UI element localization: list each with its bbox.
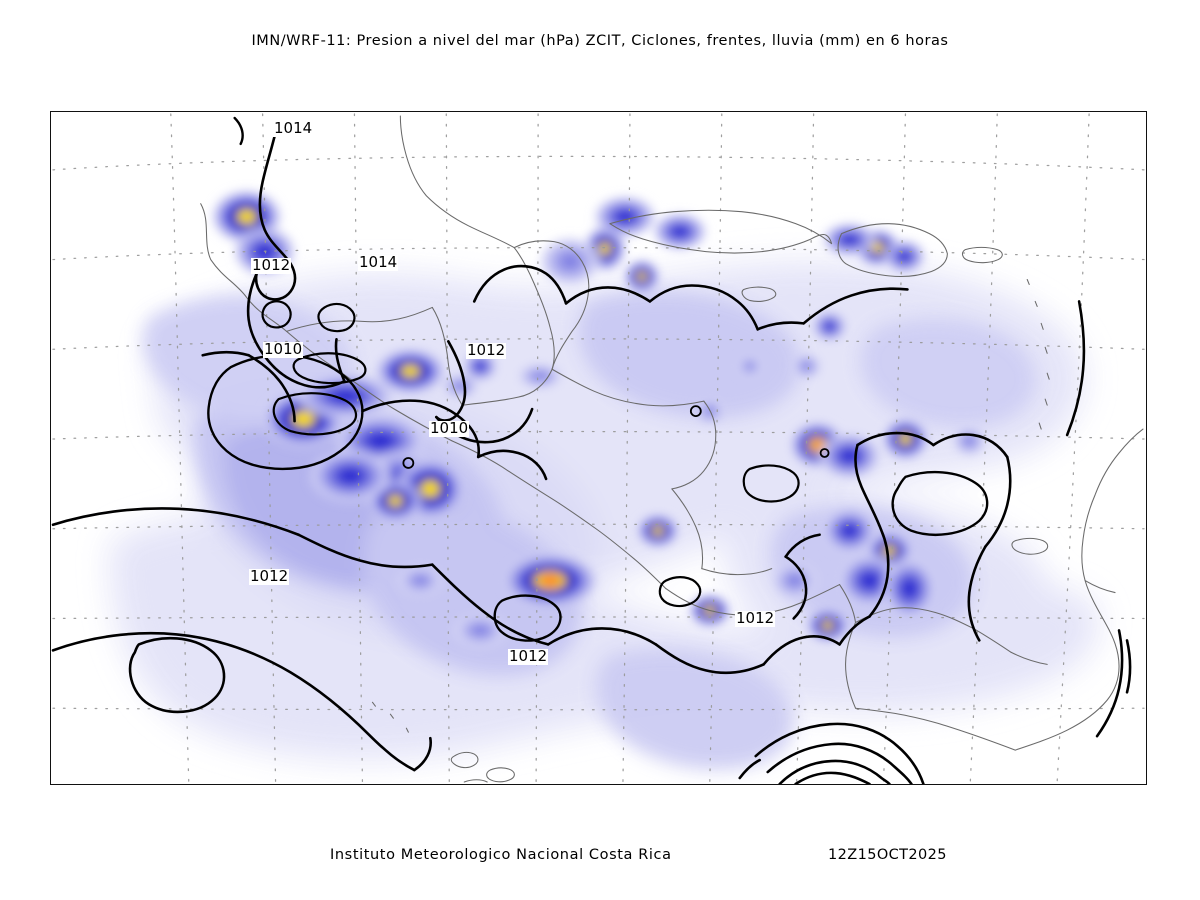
map-panel: 1014 1012 1014 1012 1010 1010 1012 1012 … — [50, 111, 1147, 785]
contour-label-1010-a: 1010 — [263, 340, 304, 358]
chart-title: IMN/WRF-11: Presion a nivel del mar (hPa… — [251, 33, 949, 49]
cyclone-symbols — [402, 405, 830, 469]
contour-label-1012-b: 1012 — [466, 341, 507, 359]
contour-label-1012-c: 1012 — [249, 567, 290, 585]
map-graphic — [51, 112, 1146, 784]
contour-label-1012-d: 1012 — [508, 647, 549, 665]
coastlines — [200, 115, 1144, 783]
contour-label-1014-a: 1014 — [273, 119, 314, 137]
footer-timestamp: 12Z15OCT2025 — [828, 847, 947, 863]
contour-label-1012-e: 1012 — [735, 609, 776, 627]
contour-label-1012-a: 1012 — [251, 256, 292, 274]
contour-label-1014-b: 1014 — [358, 253, 399, 271]
footer-institute: Instituto Meteorologico Nacional Costa R… — [330, 847, 672, 863]
contour-label-1010-b: 1010 — [429, 419, 470, 437]
